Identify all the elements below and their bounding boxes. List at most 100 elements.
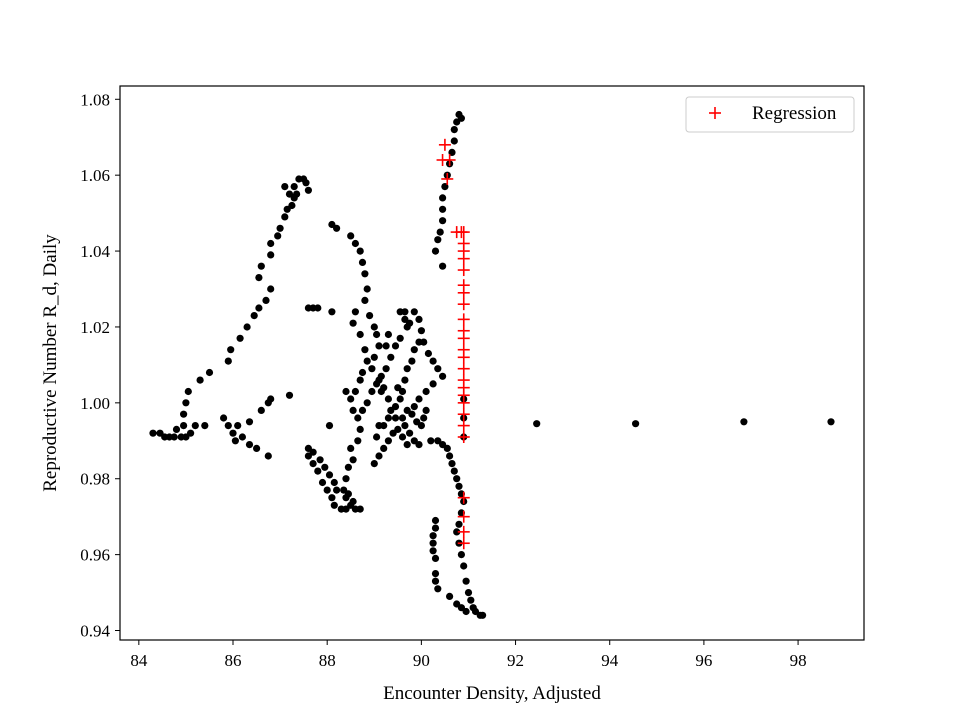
regression-point <box>457 264 470 277</box>
y-tick-label: 0.98 <box>80 470 110 489</box>
data-point <box>314 304 322 312</box>
x-tick-label: 90 <box>413 651 430 670</box>
plot-frame <box>119 85 865 641</box>
data-point <box>439 372 447 380</box>
data-point <box>377 387 385 396</box>
data-point <box>464 589 473 597</box>
data-point <box>358 368 367 377</box>
data-point <box>184 387 192 396</box>
regression-point <box>457 332 470 345</box>
data-point <box>323 486 331 494</box>
data-point <box>363 285 371 293</box>
data-point <box>288 201 296 210</box>
data-point <box>453 600 461 608</box>
data-point <box>361 296 369 304</box>
data-point <box>406 319 414 327</box>
data-point <box>356 425 364 433</box>
data-point <box>740 418 748 426</box>
regression-point <box>457 510 470 523</box>
regression-point <box>457 491 470 504</box>
data-point <box>431 516 440 525</box>
data-point <box>417 422 425 430</box>
data-point <box>401 376 409 384</box>
data-point <box>429 357 437 365</box>
data-point <box>457 114 465 122</box>
data-point <box>264 452 272 460</box>
data-point <box>380 444 388 452</box>
data-point <box>368 365 376 373</box>
data-point <box>415 315 423 323</box>
data-point <box>422 387 430 396</box>
data-point <box>349 497 357 506</box>
data-point <box>201 422 209 430</box>
data-point <box>290 183 298 191</box>
data-point <box>316 456 324 464</box>
data-point <box>227 346 235 354</box>
data-point <box>401 308 409 316</box>
data-point <box>318 478 327 487</box>
data-point <box>431 524 440 532</box>
data-point <box>408 357 416 365</box>
regression-point <box>457 351 470 364</box>
x-tick-label: 84 <box>130 651 148 670</box>
data-point <box>347 444 355 452</box>
data-point <box>255 304 263 312</box>
data-point <box>274 232 282 240</box>
data-point <box>243 323 251 331</box>
data-point <box>347 232 355 240</box>
y-tick-label: 0.94 <box>80 622 110 641</box>
data-point <box>450 467 458 475</box>
data-point <box>370 353 378 361</box>
data-point <box>422 406 430 414</box>
regression-point <box>457 537 470 550</box>
data-point <box>431 577 440 585</box>
data-point <box>363 399 371 407</box>
data-point <box>398 387 407 396</box>
data-point <box>384 330 392 339</box>
data-point <box>533 420 541 428</box>
data-point <box>391 342 400 350</box>
regression-point <box>438 138 451 151</box>
data-point <box>375 422 383 430</box>
data-point <box>344 490 352 498</box>
data-point <box>366 312 374 320</box>
regression-point <box>443 153 456 166</box>
data-point <box>450 126 458 134</box>
regression-point <box>457 408 470 421</box>
x-axis: 84 86 88 90 92 94 96 98 <box>130 640 807 670</box>
data-point <box>149 429 157 437</box>
data-point <box>238 433 246 441</box>
data-point <box>276 224 284 232</box>
regression-point <box>457 298 470 311</box>
data-point <box>384 414 392 422</box>
data-point <box>439 217 447 225</box>
data-point <box>325 471 334 479</box>
data-point <box>431 570 440 578</box>
data-point <box>267 239 275 248</box>
y-axis: 0.94 0.96 0.98 1.00 1.02 1.04 1.06 1.08 <box>80 90 120 641</box>
data-point <box>382 365 390 373</box>
data-point <box>180 422 188 430</box>
data-point <box>325 422 334 430</box>
legend: Regression <box>685 96 855 133</box>
regression-point <box>457 286 470 299</box>
data-point <box>368 387 376 396</box>
data-point <box>196 376 204 384</box>
data-point <box>415 441 423 449</box>
data-point <box>351 308 359 316</box>
data-point <box>293 190 301 198</box>
data-point <box>410 403 418 411</box>
data-point <box>281 183 289 191</box>
data-point <box>255 274 263 282</box>
data-point <box>434 236 442 244</box>
x-tick-label: 94 <box>601 651 619 670</box>
data-point <box>429 380 437 388</box>
data-point <box>429 532 437 540</box>
data-point <box>460 562 468 570</box>
data-point <box>342 475 350 483</box>
data-point <box>446 592 454 601</box>
data-point <box>384 395 392 403</box>
data-point <box>358 258 367 266</box>
data-point <box>220 414 228 422</box>
data-point <box>314 467 322 475</box>
